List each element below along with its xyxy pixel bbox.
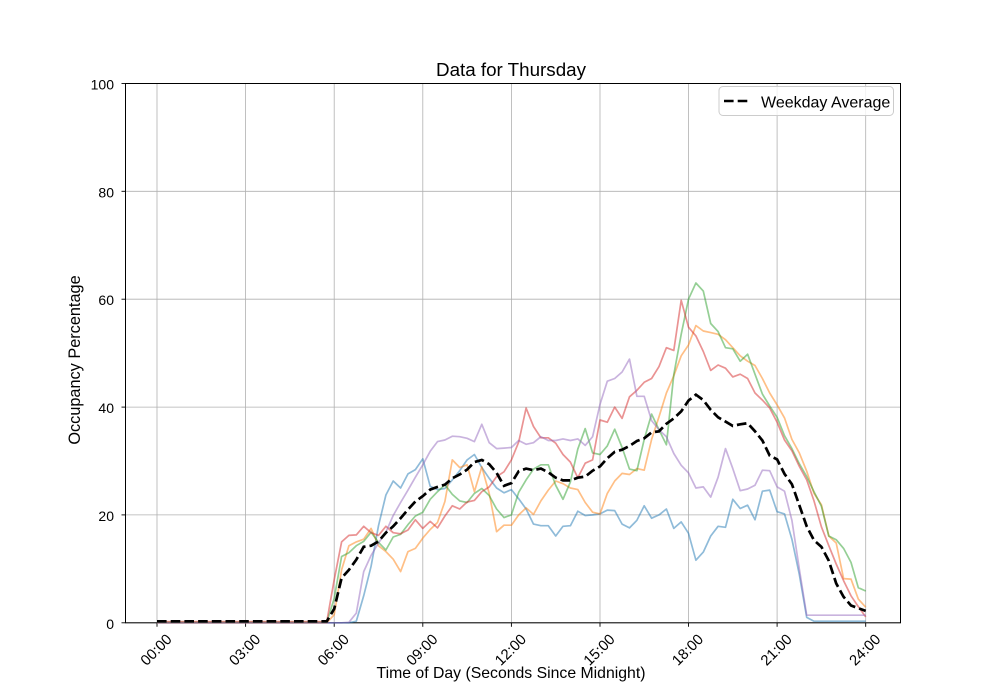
- svg-text:20: 20: [98, 508, 114, 524]
- svg-text:Data for Thursday: Data for Thursday: [436, 59, 587, 80]
- svg-text:Occupancy Percentage: Occupancy Percentage: [66, 275, 84, 444]
- svg-text:80: 80: [98, 184, 114, 200]
- svg-text:100: 100: [91, 77, 115, 93]
- svg-text:0: 0: [106, 616, 114, 632]
- svg-text:40: 40: [98, 400, 114, 416]
- svg-text:60: 60: [98, 292, 114, 308]
- svg-text:Time of Day (Seconds Since Mid: Time of Day (Seconds Since Midnight): [377, 665, 646, 682]
- svg-text:Weekday Average: Weekday Average: [761, 94, 890, 111]
